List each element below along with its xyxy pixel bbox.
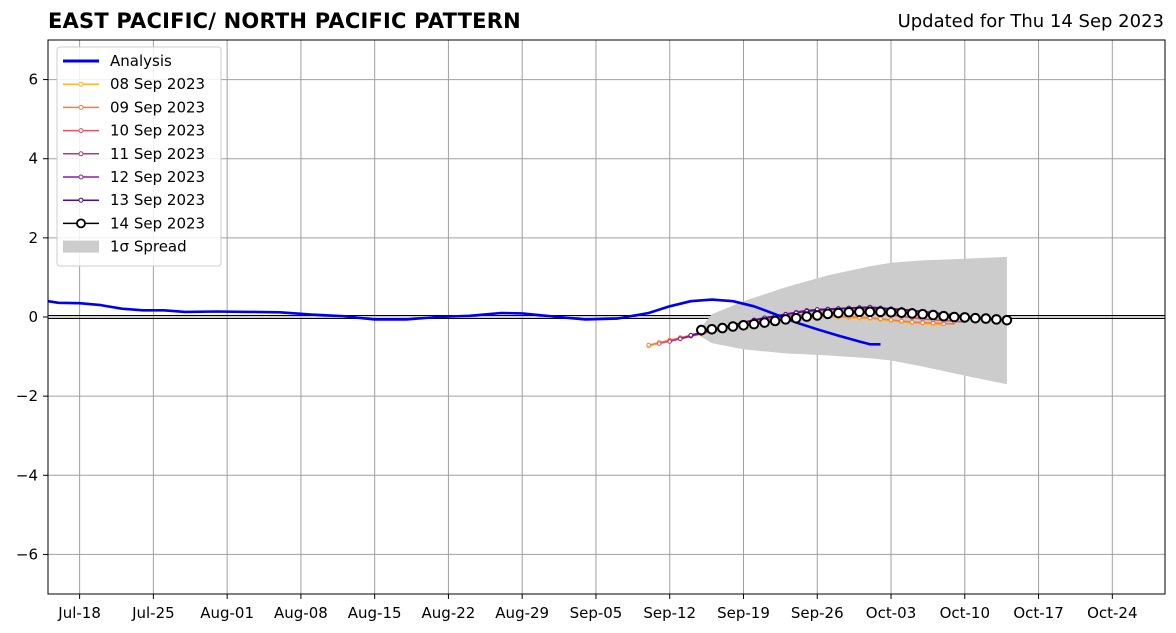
legend-label: 14 Sep 2023 (110, 214, 205, 232)
current-forecast-point (959, 312, 971, 323)
y-tick-label: 6 (28, 71, 38, 89)
legend-swatch-dot (78, 151, 84, 157)
current-forecast-point (885, 306, 897, 318)
grid-layer (48, 40, 1165, 594)
legend-label: Analysis (110, 52, 172, 70)
current-forecast-point (811, 310, 823, 321)
current-forecast-point (927, 309, 939, 321)
forecast-point (878, 316, 883, 322)
current-forecast-point (980, 313, 992, 324)
current-forecast-point (938, 310, 950, 322)
x-tick-label: Oct-10 (940, 604, 990, 622)
legend-swatch-dot (78, 128, 84, 134)
legend-swatch-patch (63, 240, 99, 253)
y-tick-label: 2 (28, 229, 38, 247)
y-tick-label: 0 (28, 308, 38, 326)
y-tick-label: −4 (16, 466, 38, 484)
current-forecast-point (780, 314, 791, 325)
legend-box (56, 46, 222, 267)
x-tick-label: Aug-22 (422, 604, 476, 622)
x-tick-label: Aug-29 (495, 604, 549, 622)
plot-frame (47, 39, 1166, 595)
current-forecast-point (864, 306, 876, 318)
current-forecast-point (759, 317, 770, 328)
current-forecast-point (738, 320, 749, 331)
current-forecast-point (1001, 314, 1013, 326)
x-tick-label: Sep-05 (570, 604, 623, 622)
y-tick-label: 4 (28, 150, 38, 168)
legend-label: 1σ Spread (110, 238, 187, 256)
current-forecast-point (727, 321, 739, 332)
current-forecast-point (843, 306, 855, 318)
current-forecast-point (801, 311, 813, 322)
current-forecast-point (948, 311, 960, 323)
current-forecast-point (854, 306, 865, 318)
current-forecast-point (906, 308, 918, 319)
legend-label: 13 Sep 2023 (110, 191, 205, 209)
current-forecast-point (696, 324, 707, 336)
legend-swatch-dot (78, 197, 84, 203)
legend-label: 09 Sep 2023 (110, 98, 205, 116)
forecast-point (677, 336, 683, 342)
forecast-point (656, 341, 662, 346)
forecast-point (909, 319, 915, 325)
y-tick-label: −2 (16, 387, 38, 405)
legend: Analysis 08 Sep 2023 09 Sep 2023 10 Sep 202… (56, 46, 222, 267)
y-tick-label: −6 (16, 545, 38, 563)
spread-band (701, 256, 1007, 385)
current-forecast-point (917, 308, 928, 320)
forecast-point (688, 332, 694, 338)
legend-swatch-dot (78, 81, 84, 87)
x-tick-label: Aug-15 (348, 604, 402, 622)
x-tick-label: Sep-19 (717, 604, 770, 622)
series-layer (48, 298, 1013, 349)
current-forecast-point (706, 323, 718, 335)
current-forecast-point (970, 312, 981, 324)
x-tick-label: Oct-03 (866, 604, 916, 622)
current-forecast-point (790, 312, 802, 324)
legend-label: 11 Sep 2023 (110, 145, 205, 163)
x-tick-label: Aug-01 (200, 604, 254, 622)
current-forecast-point (748, 318, 760, 330)
current-forecast-point (769, 315, 781, 327)
legend-label: 12 Sep 2023 (110, 168, 205, 186)
forecast-point (920, 320, 925, 325)
x-tick-label: Oct-17 (1013, 604, 1063, 622)
updated-date-label: Updated for Thu 14 Sep 2023 (897, 11, 1164, 32)
x-tick-label: Sep-26 (791, 604, 844, 622)
forecast-point (899, 318, 904, 324)
current-forecast-point (875, 306, 886, 318)
current-forecast-point (991, 314, 1002, 325)
forecast-point (646, 342, 651, 348)
legend-swatch-dot (78, 174, 84, 180)
legend-swatch-dot (78, 104, 84, 110)
x-tick-label: Jul-25 (131, 604, 175, 622)
legend-swatch-circle (76, 218, 86, 229)
x-tick-label: Oct-24 (1087, 604, 1137, 622)
chart-title: EAST PACIFIC/ NORTH PACIFIC PATTERN (48, 9, 521, 33)
forecast-point (667, 339, 673, 344)
x-tick-label: Aug-08 (274, 604, 328, 622)
current-forecast-point (896, 307, 907, 318)
current-forecast-point (717, 322, 728, 334)
spread-layer (701, 256, 1007, 385)
legend-label: 10 Sep 2023 (110, 122, 205, 140)
forecast-point (888, 317, 894, 323)
current-forecast-point (833, 307, 844, 319)
x-tick-label: Jul-18 (57, 604, 101, 622)
axes-layer: Jul-18 Jul-25 Aug-01 Aug-08 Aug-15 Aug-22 Aug-… (16, 39, 1166, 622)
current-forecast-point (822, 308, 834, 320)
legend-label: 08 Sep 2023 (110, 75, 205, 93)
x-tick-label: Sep-12 (643, 604, 696, 622)
